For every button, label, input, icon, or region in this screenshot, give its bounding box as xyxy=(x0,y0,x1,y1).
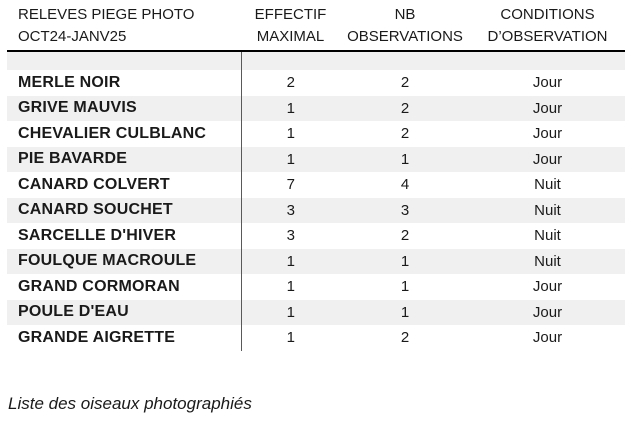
bird-name-cell: CHEVALIER CULBLANC xyxy=(7,121,242,147)
nb-observations-cell: 2 xyxy=(400,329,410,347)
nb-observations-cell: 2 xyxy=(400,99,410,117)
bird-name-cell: GRAND CORMORAN xyxy=(7,274,242,300)
bird-name-cell: CANARD COLVERT xyxy=(7,172,242,198)
nb-observations-cell: 1 xyxy=(400,252,410,270)
table-row: CHEVALIER CULBLANC 1 2 Jour xyxy=(7,121,625,147)
bird-name-cell: GRANDE AIGRETTE xyxy=(7,325,242,351)
effectif-cell: 3 xyxy=(286,227,295,245)
bird-observations-table: RELEVES PIEGE PHOTO OCT24-JANV25 EFFECTI… xyxy=(7,1,625,351)
nb-observations-cell: 1 xyxy=(400,150,410,168)
effectif-cell: 1 xyxy=(286,329,295,347)
effectif-cell: 1 xyxy=(286,150,295,168)
bird-name-cell: POULE D'EAU xyxy=(7,299,242,325)
table-row: GRAND CORMORAN 1 1 Jour xyxy=(7,274,625,300)
header-title-line2: OCT24-JANV25 xyxy=(18,27,127,45)
header-releves-piege-photo: RELEVES PIEGE PHOTO OCT24-JANV25 xyxy=(7,1,241,52)
header-conditions-observation: CONDITIONS D’OBSERVATION xyxy=(470,1,625,52)
conditions-cell: Jour xyxy=(532,99,563,117)
nb-observations-cell: 3 xyxy=(400,201,410,219)
spacer-row xyxy=(7,51,625,70)
table-row: SARCELLE D'HIVER 3 2 Nuit xyxy=(7,223,625,249)
conditions-cell: Nuit xyxy=(534,176,561,194)
bird-name-cell: MERLE NOIR xyxy=(7,70,242,96)
table-row: FOULQUE MACROULE 1 1 Nuit xyxy=(7,248,625,274)
bird-name-cell: SARCELLE D'HIVER xyxy=(7,223,242,249)
header-row: RELEVES PIEGE PHOTO OCT24-JANV25 EFFECTI… xyxy=(7,1,625,52)
conditions-cell: Nuit xyxy=(534,252,561,270)
bird-name-cell: CANARD SOUCHET xyxy=(7,197,242,223)
bird-name-cell: GRIVE MAUVIS xyxy=(7,95,242,121)
table-row: PIE BAVARDE 1 1 Jour xyxy=(7,146,625,172)
header-effectif-maximal: EFFECTIF MAXIMAL xyxy=(241,1,340,52)
conditions-cell: Nuit xyxy=(534,227,561,245)
nb-observations-cell: 4 xyxy=(400,176,410,194)
table-row: GRANDE AIGRETTE 1 2 Jour xyxy=(7,325,625,351)
effectif-cell: 1 xyxy=(286,303,295,321)
nb-observations-cell: 1 xyxy=(400,303,410,321)
table-row: CANARD COLVERT 7 4 Nuit xyxy=(7,172,625,198)
table-row: MERLE NOIR 2 2 Jour xyxy=(7,70,625,96)
effectif-cell: 7 xyxy=(286,176,295,194)
conditions-cell: Jour xyxy=(532,303,563,321)
effectif-cell: 1 xyxy=(286,252,295,270)
nb-observations-cell: 2 xyxy=(400,125,410,143)
table-row: GRIVE MAUVIS 1 2 Jour xyxy=(7,95,625,121)
effectif-cell: 3 xyxy=(286,201,295,219)
bird-name-cell: FOULQUE MACROULE xyxy=(7,248,242,274)
conditions-cell: Jour xyxy=(532,150,563,168)
conditions-cell: Jour xyxy=(532,329,563,347)
effectif-cell: 1 xyxy=(286,278,295,296)
conditions-cell: Jour xyxy=(532,125,563,143)
table-body: MERLE NOIR 2 2 Jour GRIVE MAUVIS 1 2 Jou… xyxy=(7,51,625,351)
effectif-cell: 1 xyxy=(286,125,295,143)
conditions-cell: Jour xyxy=(532,278,563,296)
conditions-cell: Nuit xyxy=(534,201,561,219)
effectif-cell: 2 xyxy=(286,74,295,92)
header-title-line1: RELEVES PIEGE PHOTO xyxy=(18,5,195,23)
effectif-cell: 1 xyxy=(286,99,295,117)
table-row: POULE D'EAU 1 1 Jour xyxy=(7,299,625,325)
nb-observations-cell: 2 xyxy=(400,227,410,245)
table-row: CANARD SOUCHET 3 3 Nuit xyxy=(7,197,625,223)
bird-name-cell: PIE BAVARDE xyxy=(7,146,242,172)
nb-observations-cell: 2 xyxy=(400,74,410,92)
table-caption: Liste des oiseaux photographiés xyxy=(8,394,252,413)
conditions-cell: Jour xyxy=(532,74,563,92)
table-header: RELEVES PIEGE PHOTO OCT24-JANV25 EFFECTI… xyxy=(7,1,625,52)
nb-observations-cell: 1 xyxy=(400,278,410,296)
header-nb-observations: NB OBSERVATIONS xyxy=(340,1,470,52)
